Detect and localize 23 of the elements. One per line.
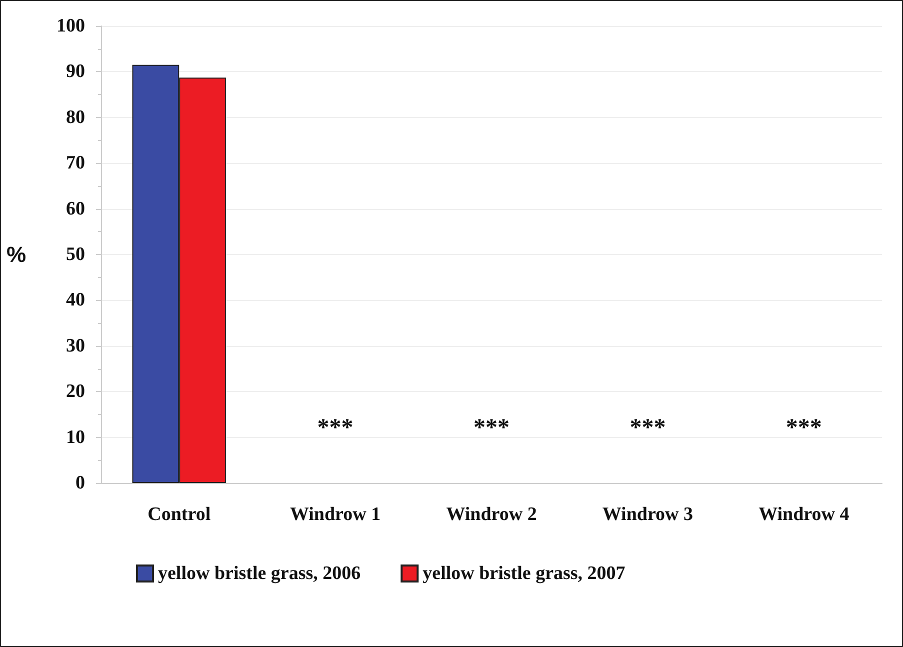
x-tick-label: Windrow 4 [758, 504, 850, 525]
x-tick-label: Windrow 2 [446, 504, 537, 525]
x-tick-label: Windrow 3 [602, 504, 694, 525]
y-axis-title: % [6, 242, 26, 267]
y-tick-label: 80 [66, 106, 85, 128]
legend-label: yellow bristle grass, 2007 [422, 563, 626, 584]
x-tick-label: Windrow 1 [290, 504, 381, 525]
y-tick-label: 90 [66, 61, 85, 82]
annotation: *** [786, 415, 822, 441]
y-tick-label: 10 [66, 426, 85, 448]
y-tick-label: 20 [66, 381, 85, 402]
legend-label: yellow bristle grass, 2006 [158, 563, 361, 584]
y-tick-label: 30 [66, 335, 85, 356]
y-tick-label: 40 [66, 290, 85, 311]
annotation: *** [317, 415, 354, 441]
y-tick-label: 70 [66, 152, 85, 174]
annotation: *** [630, 415, 666, 441]
x-tick-label: Control [148, 504, 211, 525]
y-tick-label: 50 [66, 244, 85, 265]
y-tick-label: 0 [76, 472, 85, 494]
y-tick-label: 100 [56, 16, 85, 36]
y-tick-label: 60 [66, 198, 85, 220]
annotation: *** [474, 415, 510, 441]
